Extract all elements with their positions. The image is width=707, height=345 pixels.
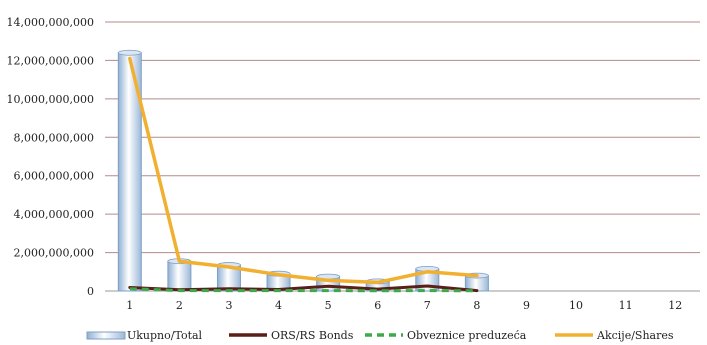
legend-swatch <box>86 331 126 340</box>
x-tick-label: 3 <box>225 299 232 312</box>
x-tick-label: 12 <box>668 299 682 312</box>
gridlines <box>105 21 700 292</box>
y-tick-label: 12,000,000,000 <box>7 54 94 67</box>
legend: Ukupno/Total ORS/RS Bonds Obveznice preduz… <box>86 329 674 342</box>
x-tick-label: 11 <box>619 299 633 312</box>
y-tick-label: 10,000,000,000 <box>7 93 94 106</box>
x-tick-label: 10 <box>569 299 583 312</box>
bar-total <box>167 260 192 292</box>
x-tick-label: 9 <box>523 299 530 312</box>
x-tick-label: 6 <box>374 299 381 312</box>
y-axis-ticks: 0 2,000,000,000 4,000,000,000 6,000,000,000… <box>7 16 94 298</box>
x-tick-label: 4 <box>275 299 282 312</box>
x-tick-label: 1 <box>126 299 133 312</box>
bars <box>117 49 489 292</box>
y-tick-label: 14,000,000,000 <box>7 16 94 29</box>
legend-label: Akcije/Shares <box>596 329 674 342</box>
legend-label: Obveznice preduzeća <box>407 329 527 342</box>
x-axis-ticks: 1 2 3 4 5 6 7 8 9 10 11 12 <box>126 299 682 312</box>
x-tick-label: 2 <box>176 299 183 312</box>
series-line <box>129 287 477 293</box>
y-tick-label: 8,000,000,000 <box>14 131 94 144</box>
series-line <box>128 284 479 293</box>
x-tick-label: 5 <box>325 299 332 312</box>
x-tick-label: 7 <box>424 299 431 312</box>
y-tick-label: 4,000,000,000 <box>14 208 94 221</box>
bar-top <box>117 49 142 56</box>
y-tick-label: 6,000,000,000 <box>14 170 94 183</box>
legend-label: Ukupno/Total <box>127 329 203 342</box>
x-tick-label: 8 <box>473 299 480 312</box>
y-tick-label: 2,000,000,000 <box>14 247 94 260</box>
legend-label: ORS/RS Bonds <box>271 329 354 342</box>
y-tick-label: 0 <box>87 285 94 298</box>
series-lines <box>128 56 479 293</box>
series-line <box>128 56 479 285</box>
